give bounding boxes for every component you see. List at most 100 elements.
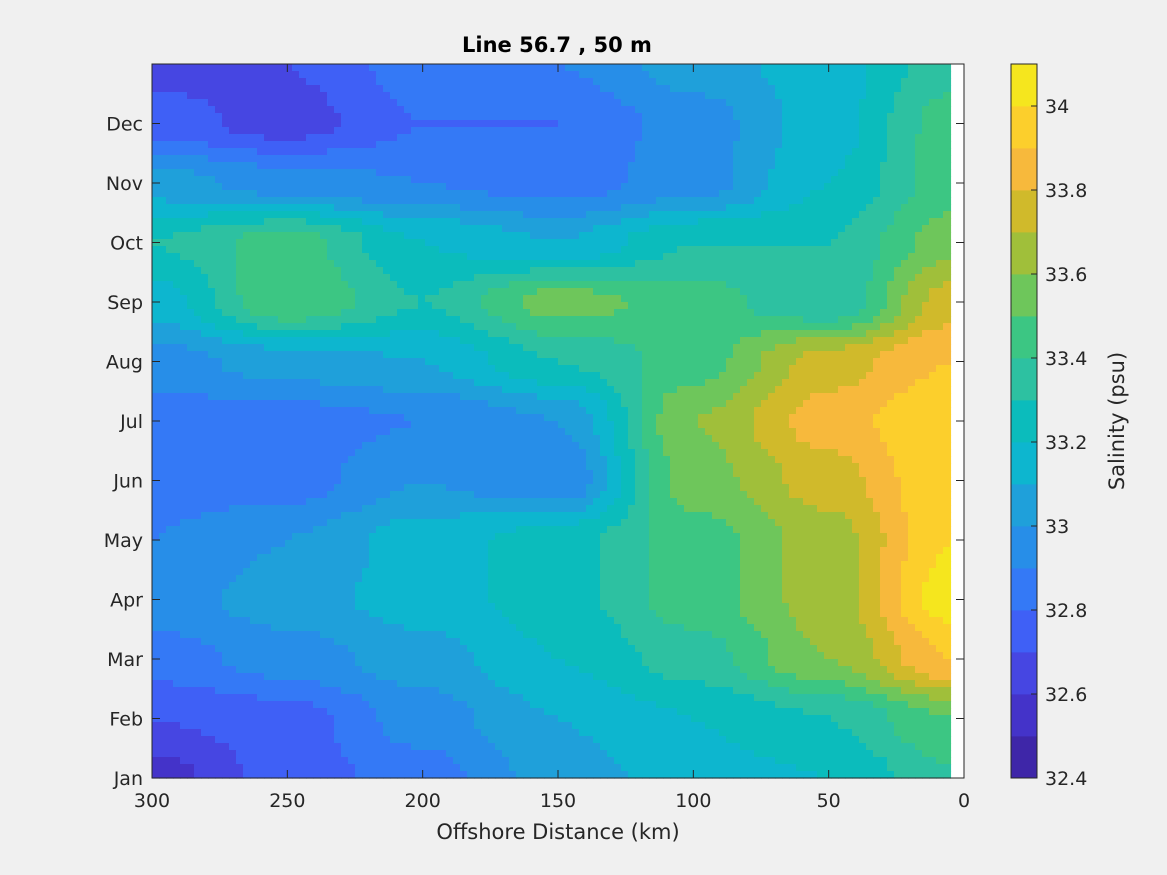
contour-cell — [747, 183, 755, 191]
contour-cell — [649, 127, 657, 135]
contour-cell — [152, 309, 160, 317]
contour-cell — [838, 211, 846, 219]
contour-cell — [908, 85, 916, 93]
contour-cell — [369, 316, 377, 324]
contour-cell — [628, 183, 636, 191]
contour-cell — [390, 344, 398, 352]
contour-cell — [208, 225, 216, 233]
contour-cell — [936, 78, 944, 86]
contour-cell — [796, 134, 804, 142]
contour-cell — [824, 99, 832, 107]
contour-cell — [621, 99, 629, 107]
contour-cell — [222, 190, 230, 198]
contour-cell — [418, 155, 426, 163]
contour-cell — [236, 169, 244, 177]
contour-cell — [943, 71, 951, 79]
contour-cell — [327, 267, 335, 275]
contour-cell — [544, 260, 552, 268]
contour-cell — [278, 351, 286, 359]
contour-cell — [236, 155, 244, 163]
contour-cell — [236, 120, 244, 128]
contour-cell — [642, 246, 650, 254]
contour-cell — [670, 134, 678, 142]
contour-cell — [866, 351, 874, 359]
contour-cell — [390, 309, 398, 317]
contour-cell — [677, 120, 685, 128]
contour-cell — [817, 232, 825, 240]
contour-cell — [278, 260, 286, 268]
contour-cell — [677, 204, 685, 212]
contour-cell — [348, 330, 356, 338]
contour-cell — [376, 316, 384, 324]
contour-cell — [194, 71, 202, 79]
contour-cell — [712, 71, 720, 79]
contour-cell — [467, 232, 475, 240]
contour-cell — [544, 246, 552, 254]
contour-cell — [908, 99, 916, 107]
contour-cell — [831, 176, 839, 184]
contour-cell — [460, 337, 468, 345]
contour-cell — [866, 274, 874, 282]
contour-cell — [229, 330, 237, 338]
contour-cell — [551, 358, 559, 366]
contour-cell — [306, 155, 314, 163]
contour-cell — [180, 106, 188, 114]
contour-cell — [516, 225, 524, 233]
contour-cell — [845, 344, 853, 352]
contour-cell — [362, 316, 370, 324]
contour-cell — [355, 85, 363, 93]
contour-cell — [390, 134, 398, 142]
contour-cell — [215, 127, 223, 135]
contour-cell — [201, 260, 209, 268]
contour-cell — [376, 155, 384, 163]
contour-cell — [460, 204, 468, 212]
contour-cell — [628, 99, 636, 107]
contour-cell — [593, 120, 601, 128]
contour-cell — [544, 183, 552, 191]
contour-cell — [747, 358, 755, 366]
contour-cell — [173, 127, 181, 135]
contour-cell — [600, 218, 608, 226]
contour-cell — [236, 253, 244, 261]
contour-cell — [600, 232, 608, 240]
contour-cell — [229, 316, 237, 324]
contour-cell — [236, 351, 244, 359]
contour-cell — [341, 197, 349, 205]
contour-cell — [936, 134, 944, 142]
contour-cell — [726, 302, 734, 310]
contour-cell — [579, 92, 587, 100]
contour-cell — [901, 337, 909, 345]
contour-cell — [537, 337, 545, 345]
contour-cell — [453, 344, 461, 352]
contour-cell — [411, 281, 419, 289]
contour-cell — [600, 239, 608, 247]
contour-cell — [152, 113, 160, 121]
contour-cell — [243, 148, 251, 156]
contour-cell — [495, 204, 503, 212]
contour-cell — [782, 169, 790, 177]
contour-cell — [383, 155, 391, 163]
contour-cell — [502, 260, 510, 268]
contour-cell — [516, 302, 524, 310]
contour-cell — [656, 176, 664, 184]
contour-cell — [341, 155, 349, 163]
contour-cell — [551, 337, 559, 345]
contour-cell — [194, 218, 202, 226]
contour-cell — [775, 225, 783, 233]
contour-cell — [558, 71, 566, 79]
contour-cell — [838, 337, 846, 345]
contour-cell — [656, 337, 664, 345]
contour-cell — [796, 323, 804, 331]
contour-cell — [642, 225, 650, 233]
contour-cell — [236, 225, 244, 233]
contour-cell — [453, 267, 461, 275]
contour-cell — [320, 127, 328, 135]
contour-cell — [236, 295, 244, 303]
contour-cell — [698, 295, 706, 303]
contour-cell — [425, 127, 433, 135]
contour-cell — [369, 246, 377, 254]
contour-cell — [642, 239, 650, 247]
contour-cell — [880, 148, 888, 156]
contour-cell — [474, 120, 482, 128]
contour-cell — [663, 253, 671, 261]
